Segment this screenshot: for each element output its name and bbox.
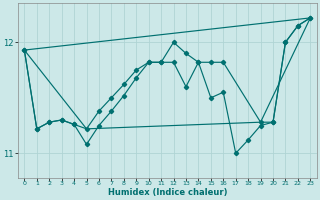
X-axis label: Humidex (Indice chaleur): Humidex (Indice chaleur) [108,188,227,197]
